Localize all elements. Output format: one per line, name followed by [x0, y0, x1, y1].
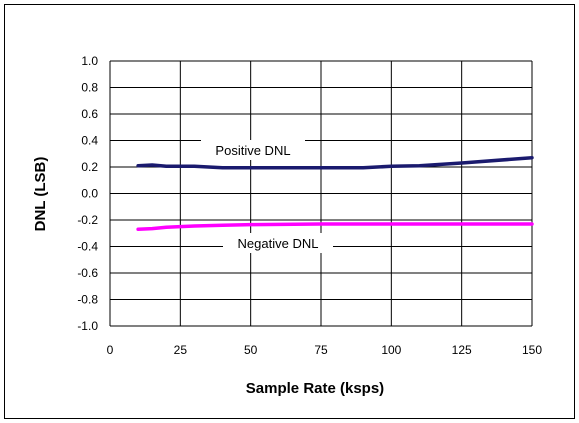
y-tick-label: 0.6	[81, 107, 98, 121]
y-tick-label: -0.2	[77, 213, 98, 227]
y-tick-label: 0.8	[81, 81, 98, 95]
y-tick-label: -0.6	[77, 266, 98, 280]
y-axis-title: DNL (LSB)	[32, 157, 49, 232]
grid	[109, 60, 533, 327]
tick-labels: 1.0 0.8 0.6 0.4 0.2 0.0 -0.2 -0.4 -0.6 -0.8 -1.0 0 2…	[77, 54, 542, 357]
y-tick-label: -0.8	[77, 293, 98, 307]
series-label-box-1	[223, 233, 333, 253]
series-layer	[136, 155, 534, 232]
y-tick-label: 0.4	[81, 134, 98, 148]
series-label-0: Positive DNL	[215, 143, 290, 158]
y-tick-label: 1.0	[81, 54, 98, 68]
y-tick-label: -0.4	[77, 240, 98, 254]
x-tick-label: 50	[244, 343, 258, 357]
x-tick-label: 125	[452, 343, 472, 357]
x-tick-label: 100	[381, 343, 401, 357]
series-line-0	[136, 155, 534, 170]
chart-frame	[4, 4, 575, 419]
series-labels: Positive DNL Negative DNL	[201, 140, 333, 253]
x-tick-label: 75	[314, 343, 328, 357]
x-tick-label: 0	[107, 343, 114, 357]
y-tick-label: -1.0	[77, 319, 98, 333]
series-line-1	[136, 222, 534, 232]
series-label-box-0	[201, 140, 305, 160]
x-tick-label: 150	[522, 343, 542, 357]
x-axis-title: Sample Rate (ksps)	[246, 380, 384, 397]
y-tick-label: 0.0	[81, 187, 98, 201]
x-tick-label: 25	[174, 343, 188, 357]
y-tick-label: 0.2	[81, 160, 98, 174]
series-label-1: Negative DNL	[238, 236, 319, 251]
